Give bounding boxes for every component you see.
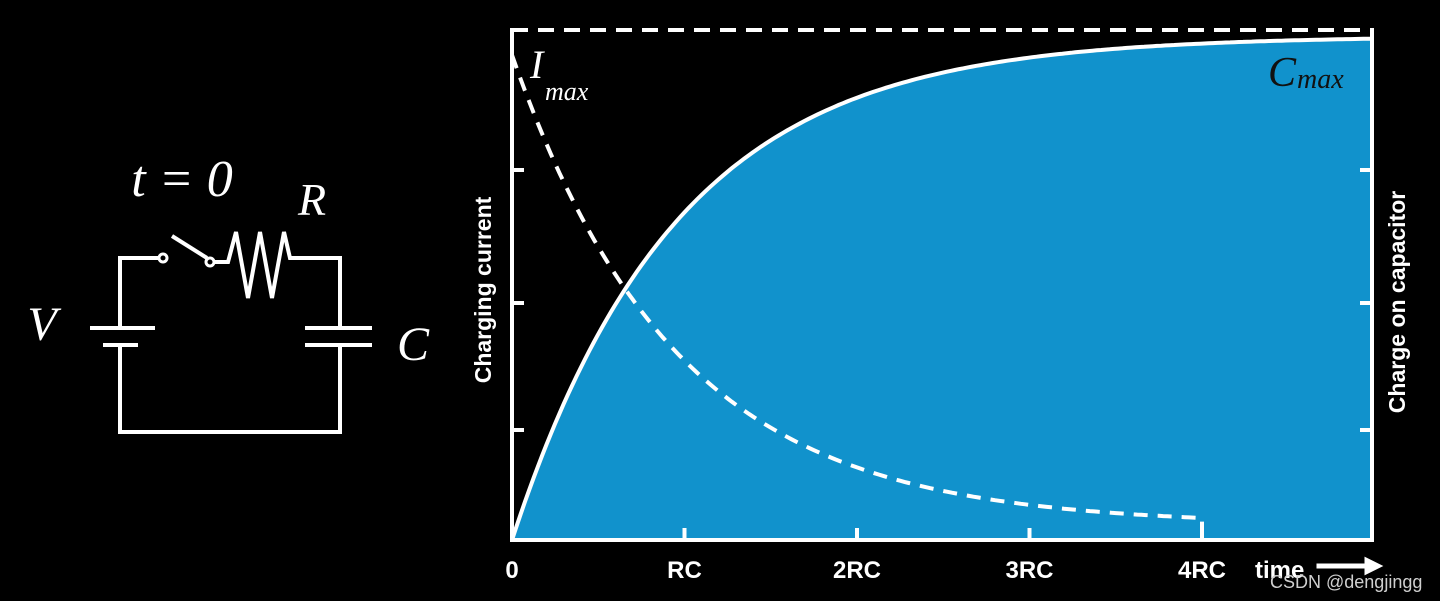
circuit: t = 0 R V C bbox=[27, 151, 430, 434]
resistor-label: R bbox=[297, 174, 326, 225]
watermark: CSDN @dengjingg bbox=[1270, 572, 1422, 592]
capacitor-label: C bbox=[397, 318, 430, 371]
charge-symbol: C bbox=[1268, 50, 1297, 96]
resistor bbox=[214, 231, 295, 299]
switch-lever bbox=[170, 234, 209, 260]
current-subscript: max bbox=[545, 77, 589, 106]
x-axis-title: time bbox=[1255, 557, 1304, 584]
x-tick-label: 4RC bbox=[1178, 557, 1226, 584]
wire bbox=[118, 345, 342, 434]
x-tick-label: 0 bbox=[505, 557, 518, 584]
wire bbox=[118, 256, 160, 328]
left-axis-title: Charging current bbox=[470, 196, 496, 383]
x-tick-label: 3RC bbox=[1005, 557, 1053, 584]
switch-terminal bbox=[157, 252, 169, 264]
switch-terminal bbox=[204, 256, 216, 268]
x-tick-label: 2RC bbox=[833, 557, 881, 584]
current-symbol: I bbox=[529, 42, 545, 87]
charge-area bbox=[512, 38, 1372, 540]
voltage-label: V bbox=[27, 298, 61, 351]
x-tick-label: RC bbox=[667, 557, 702, 584]
time-arrow bbox=[1316, 556, 1384, 576]
charge-curve bbox=[510, 36, 1373, 541]
current-curve bbox=[510, 54, 1204, 528]
wire bbox=[295, 256, 342, 328]
switch-label: t = 0 bbox=[131, 151, 233, 208]
graph: 0 RC 2RC 3RC 4RC time Charging current Charge o… bbox=[470, 28, 1410, 584]
charge-subscript: max bbox=[1297, 64, 1344, 95]
right-axis-title: Charge on capacitor bbox=[1384, 191, 1410, 413]
